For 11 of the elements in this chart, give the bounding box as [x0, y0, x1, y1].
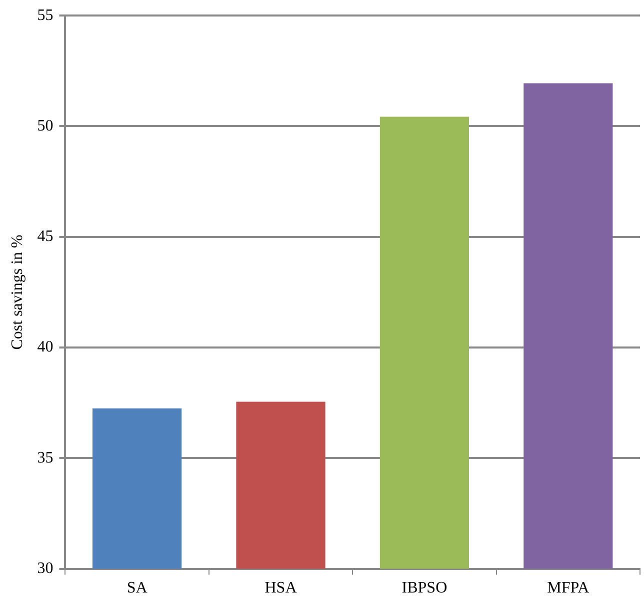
x-tick-label: SA	[126, 580, 148, 597]
x-tick-label: MFPA	[547, 580, 590, 597]
y-tick-label: 55	[37, 6, 54, 24]
x-tick-label: IBPSO	[402, 580, 448, 597]
y-tick-label: 35	[37, 449, 54, 466]
y-tick-label: 40	[37, 338, 54, 356]
y-axis-title: Cost savings in %	[8, 234, 26, 350]
y-tick-label: 50	[37, 117, 54, 134]
x-tick-label: HSA	[264, 580, 298, 597]
y-tick-label: 45	[37, 228, 54, 246]
y-tick-label: 30	[37, 560, 54, 578]
